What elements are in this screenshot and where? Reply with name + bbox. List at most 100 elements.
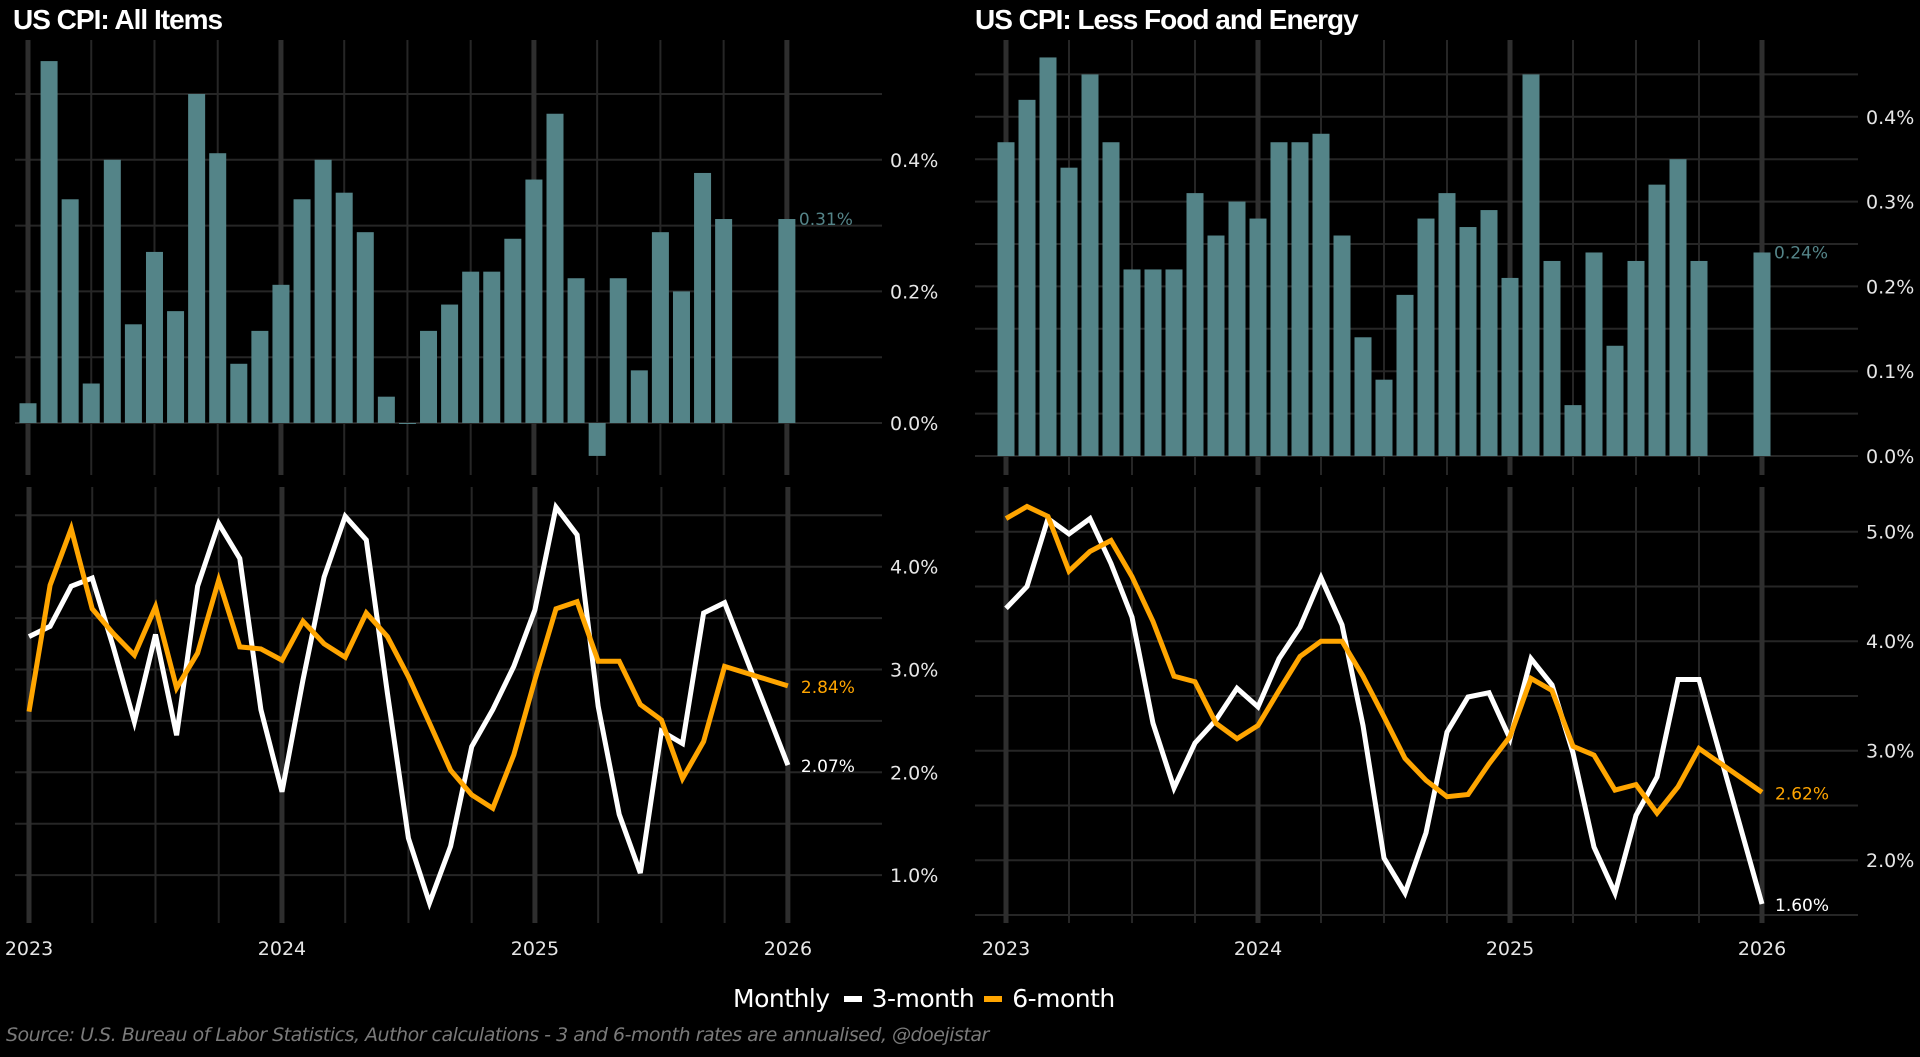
bar bbox=[1018, 99, 1036, 456]
y-tick-label: 2.0% bbox=[1866, 850, 1914, 872]
end-label-6-month: 2.84% bbox=[801, 678, 855, 698]
y-tick-label: 0.2% bbox=[890, 281, 938, 303]
bar bbox=[1522, 74, 1540, 457]
end-label-3-month: 2.07% bbox=[801, 757, 855, 777]
bar bbox=[1669, 159, 1687, 456]
legend-label-3-month: 3-month bbox=[871, 984, 975, 1013]
bar bbox=[420, 330, 438, 423]
bar bbox=[251, 330, 269, 423]
bar bbox=[1564, 405, 1582, 456]
bar bbox=[1186, 193, 1204, 456]
bar bbox=[1354, 337, 1372, 456]
bar bbox=[1333, 235, 1351, 456]
x-tick-label: 2024 bbox=[258, 938, 306, 960]
x-tick-label: 2024 bbox=[1234, 938, 1282, 960]
bar bbox=[1249, 218, 1267, 456]
bar bbox=[1060, 167, 1078, 456]
legend-swatch-3-month bbox=[843, 995, 862, 1002]
bar bbox=[1375, 379, 1393, 456]
end-label-6-month: 2.62% bbox=[1775, 784, 1829, 804]
bar bbox=[356, 232, 374, 423]
bar bbox=[630, 370, 648, 423]
x-tick-label: 2025 bbox=[511, 938, 559, 960]
chart-0: 0.0% 0.2% 0.4% 0.31% bbox=[15, 40, 938, 475]
legend-label-6-month: 6-month bbox=[1012, 984, 1115, 1013]
bar bbox=[314, 159, 332, 424]
bar bbox=[1207, 235, 1225, 456]
bar bbox=[82, 383, 100, 423]
bar bbox=[672, 291, 690, 423]
bar-end-label: 0.31% bbox=[799, 210, 853, 230]
y-tick-label: 2.0% bbox=[890, 762, 938, 784]
x-tick-label: 2026 bbox=[764, 938, 812, 960]
bar bbox=[1417, 218, 1435, 456]
bar bbox=[1165, 269, 1183, 456]
panel-title-core: US CPI: Less Food and Energy bbox=[975, 4, 1359, 35]
bar bbox=[997, 142, 1015, 457]
bar bbox=[1648, 184, 1666, 456]
bar-end-label: 0.24% bbox=[1774, 243, 1828, 263]
bar bbox=[398, 423, 416, 424]
y-tick-label: 0.1% bbox=[1866, 361, 1914, 383]
y-tick-label: 1.0% bbox=[890, 865, 938, 887]
bar bbox=[1753, 252, 1771, 456]
chart-3: 2.0% 3.0% 4.0% 5.0% 2023 2024 2025 2026 1.60% 2.6… bbox=[975, 487, 1914, 960]
bar bbox=[188, 94, 206, 423]
bar bbox=[778, 219, 796, 423]
bar bbox=[546, 113, 564, 424]
chart-2: 0.0% 0.1% 0.2% 0.3% 0.4% 0.24% bbox=[975, 40, 1914, 475]
y-tick-label: 0.0% bbox=[1866, 446, 1914, 468]
bar bbox=[609, 278, 627, 423]
y-tick-label: 0.2% bbox=[1866, 276, 1914, 298]
bar bbox=[1312, 133, 1330, 456]
bar bbox=[483, 271, 501, 423]
y-tick-label: 3.0% bbox=[890, 660, 938, 682]
legend-title: Monthly bbox=[733, 984, 830, 1013]
bar bbox=[61, 199, 79, 423]
bar bbox=[1480, 210, 1498, 456]
bar bbox=[40, 61, 58, 423]
bar bbox=[293, 199, 311, 423]
bar bbox=[272, 284, 290, 423]
bar bbox=[1438, 193, 1456, 456]
bar bbox=[19, 403, 37, 423]
bar bbox=[1270, 142, 1288, 457]
bar bbox=[124, 324, 142, 423]
bar bbox=[1396, 294, 1414, 456]
bar bbox=[441, 304, 459, 423]
x-tick-label: 2023 bbox=[5, 938, 53, 960]
x-tick-label: 2025 bbox=[1486, 938, 1534, 960]
legend: Monthly 3-month 6-month bbox=[733, 984, 1115, 1013]
bar bbox=[167, 311, 185, 423]
y-tick-label: 0.0% bbox=[890, 413, 938, 435]
x-tick-label: 2023 bbox=[982, 938, 1030, 960]
x-tick-label: 2026 bbox=[1738, 938, 1786, 960]
bar bbox=[1543, 260, 1561, 456]
bar bbox=[1123, 269, 1141, 456]
bar bbox=[1039, 57, 1057, 456]
bar bbox=[377, 396, 395, 423]
bar bbox=[335, 192, 353, 423]
bar bbox=[715, 219, 733, 423]
bar bbox=[1585, 252, 1603, 456]
chart-1: 1.0% 2.0% 3.0% 4.0% 2023 2024 2025 2026 2.07% 2.8… bbox=[5, 487, 938, 960]
bar bbox=[567, 278, 585, 423]
bar bbox=[103, 159, 121, 424]
bar bbox=[1228, 201, 1246, 456]
y-tick-label: 0.3% bbox=[1866, 192, 1914, 214]
source-note: Source: U.S. Bureau of Labor Statistics,… bbox=[6, 1024, 989, 1046]
bar bbox=[1144, 269, 1162, 456]
y-tick-label: 3.0% bbox=[1866, 741, 1914, 763]
bar bbox=[1102, 142, 1120, 457]
y-tick-label: 0.4% bbox=[1866, 107, 1914, 129]
bar bbox=[525, 179, 543, 423]
bar bbox=[1627, 260, 1645, 456]
bar bbox=[588, 423, 606, 456]
bar bbox=[1501, 277, 1519, 456]
bar bbox=[1690, 260, 1708, 456]
bar bbox=[462, 271, 480, 423]
bar bbox=[1606, 345, 1624, 456]
bar bbox=[651, 232, 669, 423]
bar bbox=[209, 153, 227, 423]
panel-title-all-items: US CPI: All Items bbox=[13, 4, 223, 35]
